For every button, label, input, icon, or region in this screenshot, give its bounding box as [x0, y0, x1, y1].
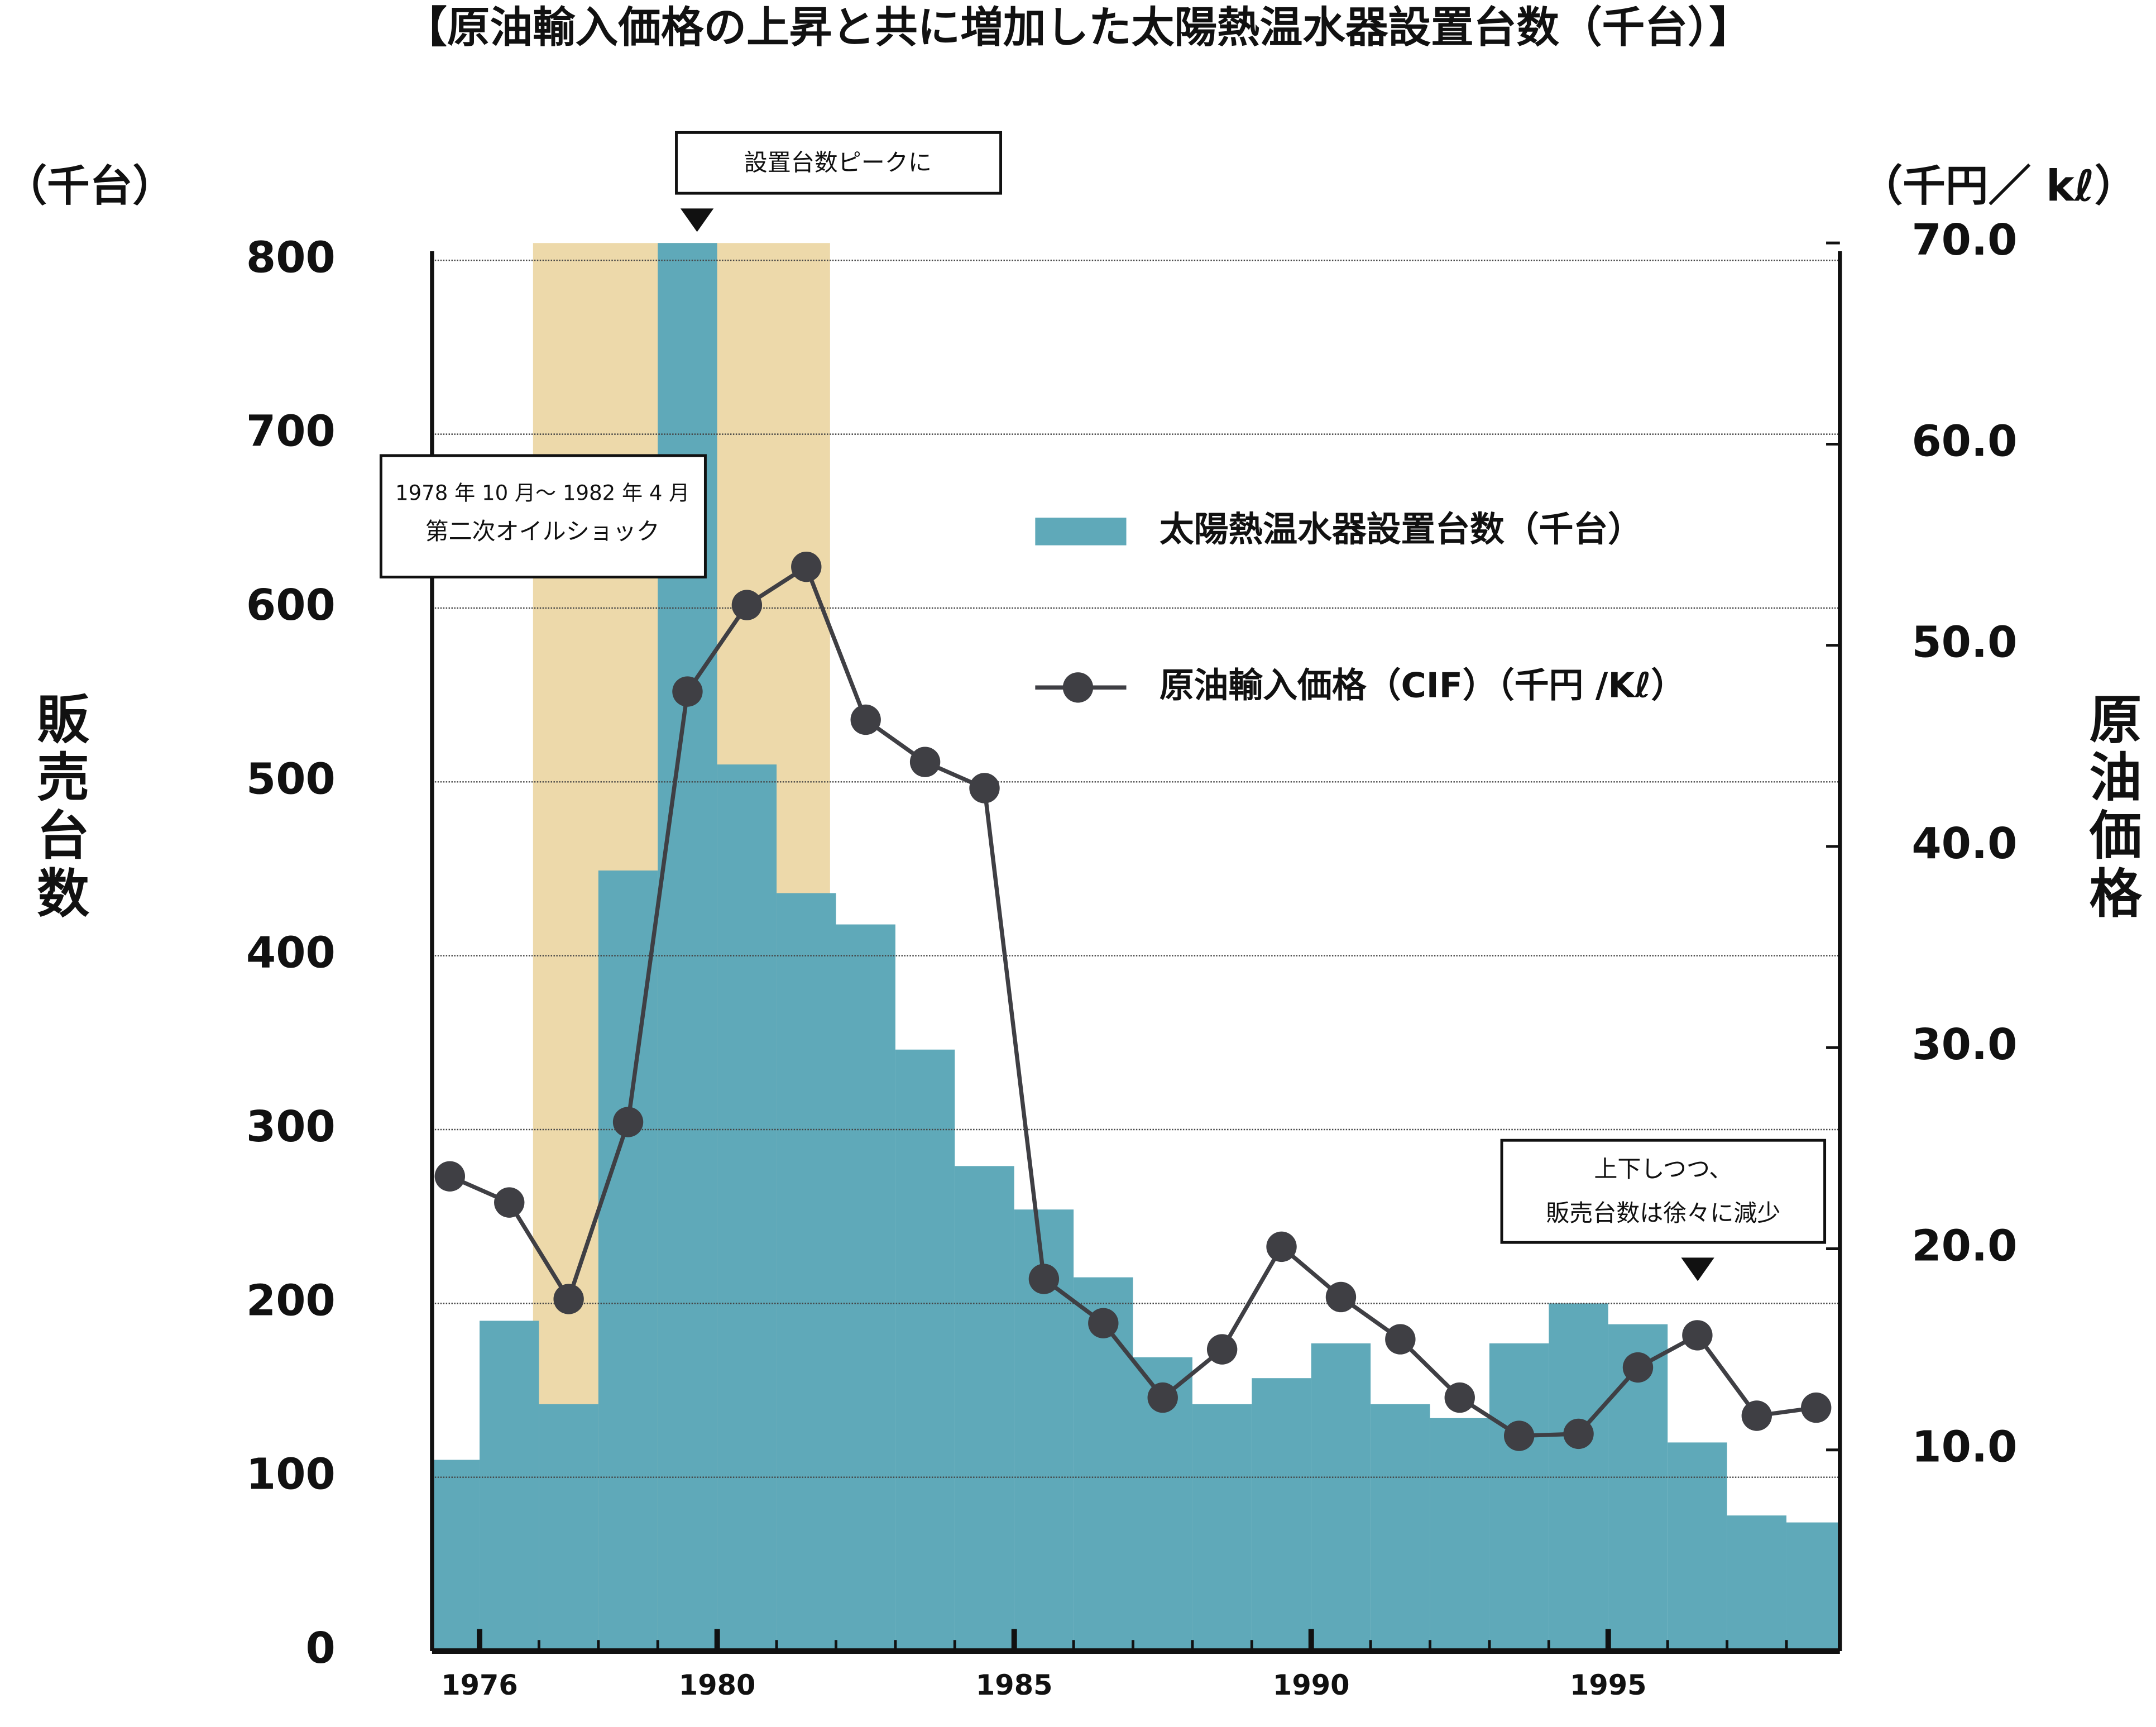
bar — [1074, 1277, 1133, 1652]
point — [1682, 1320, 1713, 1351]
legend-label: 原油輸入価格（CIF）（千円 /Kℓ） — [1160, 665, 1685, 705]
bar — [895, 1049, 955, 1652]
y-tick-label: 800 — [246, 233, 336, 283]
point — [1385, 1324, 1416, 1355]
bar — [836, 924, 895, 1652]
annotation-text: 第二次オイルショック — [425, 518, 660, 545]
y2-tick-label: 40.0 — [1911, 819, 2017, 869]
x-tick-label: 1985 — [976, 1669, 1053, 1701]
bar — [1252, 1378, 1311, 1652]
point — [909, 747, 941, 777]
y2-tick-label: 50.0 — [1911, 618, 2017, 668]
y2-tick-label: 70.0 — [1911, 216, 2017, 265]
point — [1325, 1281, 1357, 1313]
point — [791, 551, 822, 582]
annotation: 上下しつつ、 販売台数は徐々に減少 — [1500, 1138, 1827, 1281]
point — [1563, 1418, 1594, 1449]
y-tick-label: 200 — [246, 1276, 336, 1326]
bar — [539, 1404, 598, 1652]
annotation-arrow — [680, 208, 714, 232]
point — [1444, 1382, 1475, 1413]
point — [1088, 1308, 1119, 1338]
annotation-text: 1978 年 10 月～ 1982 年 4 月 — [395, 481, 689, 505]
y-unit: （千台） — [4, 162, 175, 212]
y-tick-label: 400 — [246, 929, 336, 978]
y2-label: 原油価格 — [2081, 692, 2143, 924]
chart-title: 【原油輸入価格の上昇と共に増加した太陽熱温水器設置台数（千台）】 — [404, 3, 1752, 52]
y2-tick-label: 20.0 — [1911, 1221, 2017, 1271]
annotation: 1978 年 10 月～ 1982 年 4 月 第二次オイルショック — [379, 454, 707, 578]
annotation-box — [379, 454, 707, 578]
annotation-arrow — [1681, 1257, 1714, 1281]
y2-tick-label: 30.0 — [1911, 1020, 2017, 1070]
legend-swatch — [1062, 672, 1094, 703]
bar — [717, 764, 777, 1652]
bar — [777, 893, 836, 1652]
x-tick-label: 1980 — [679, 1669, 756, 1701]
y2-tick-label: 60.0 — [1911, 417, 2017, 466]
y-tick-label: 700 — [246, 407, 336, 457]
bar — [598, 870, 658, 1652]
annotation-box — [1500, 1138, 1827, 1244]
point — [672, 676, 703, 707]
point — [1147, 1382, 1178, 1413]
annotation-text: 上下しつつ、 — [1594, 1155, 1732, 1183]
point — [434, 1161, 466, 1192]
y-label: 販売台数 — [28, 692, 89, 924]
bar — [1192, 1404, 1252, 1652]
y-tick-label: 500 — [246, 754, 336, 804]
x-tick-label: 1976 — [441, 1669, 518, 1701]
point — [494, 1187, 525, 1218]
point — [969, 773, 1000, 803]
x-tick-label: 1990 — [1273, 1669, 1350, 1701]
bar — [1786, 1522, 1840, 1652]
y2-unit: （千円／ kℓ） — [1860, 162, 2138, 212]
point — [1801, 1392, 1832, 1423]
y-tick-label: 0 — [306, 1624, 336, 1673]
y-tick-label: 300 — [246, 1102, 336, 1152]
point — [1266, 1231, 1297, 1262]
point — [1206, 1334, 1238, 1365]
point — [1028, 1264, 1060, 1294]
bar — [1430, 1418, 1489, 1652]
legend-label: 太陽熱温水器設置台数（千台） — [1160, 509, 1642, 549]
bar — [955, 1166, 1014, 1652]
point — [553, 1284, 584, 1314]
x-tick-label: 1995 — [1570, 1669, 1647, 1701]
bar — [1371, 1404, 1430, 1652]
y-tick-label: 600 — [246, 581, 336, 630]
point — [731, 590, 763, 620]
annotation: 設置台数ピークに — [675, 131, 1003, 232]
annotation-text: 販売台数は徐々に減少 — [1546, 1199, 1780, 1227]
point — [1741, 1400, 1772, 1431]
bar — [432, 1460, 480, 1652]
legend-swatch — [1035, 518, 1127, 546]
point — [612, 1107, 644, 1137]
plot-area — [432, 243, 1840, 1652]
annotation-box — [675, 131, 1003, 195]
bar — [1311, 1343, 1371, 1652]
plot-layer: 0 100 200 300 400 500 600 700 800 1976 1980 1985 199… — [246, 216, 2018, 1701]
y2-tick-label: 10.0 — [1911, 1423, 2017, 1472]
bar — [480, 1321, 539, 1652]
point — [850, 704, 881, 735]
bar — [1489, 1343, 1549, 1652]
annotation-text: 設置台数ピークに — [744, 149, 932, 176]
y-tick-label: 100 — [246, 1450, 336, 1500]
bar — [1727, 1515, 1787, 1652]
point — [1503, 1420, 1535, 1451]
bar — [1668, 1442, 1727, 1652]
point — [1622, 1352, 1654, 1383]
